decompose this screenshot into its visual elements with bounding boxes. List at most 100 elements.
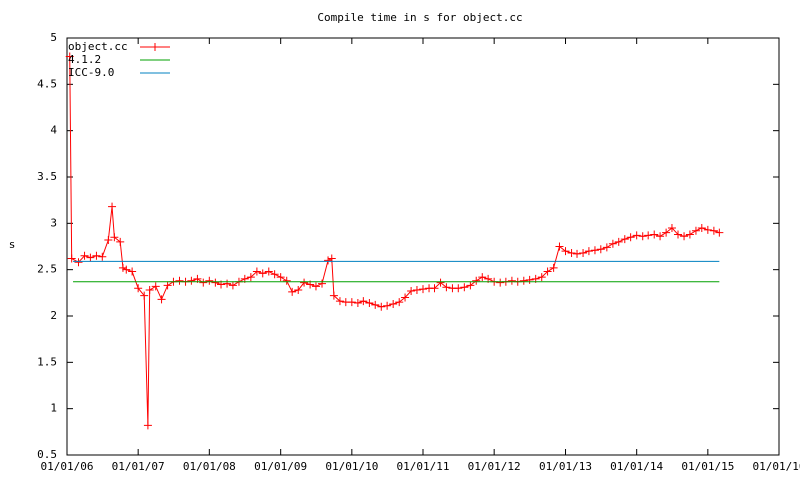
point-marker <box>638 232 647 241</box>
point-marker <box>134 284 143 293</box>
point-marker <box>140 291 149 300</box>
point-marker <box>674 230 683 239</box>
point-marker <box>329 291 338 300</box>
point-marker <box>549 263 558 272</box>
point-marker <box>395 298 404 307</box>
point-marker <box>644 231 653 240</box>
y-tick-label: 1 <box>50 402 57 415</box>
point-marker <box>584 247 593 256</box>
point-marker <box>662 228 671 237</box>
point-marker <box>98 252 107 261</box>
point-marker <box>608 239 617 248</box>
point-marker <box>436 278 445 287</box>
x-tick-label: 01/01/11 <box>397 460 450 473</box>
y-tick-label: 1.5 <box>37 355 57 368</box>
point-marker <box>555 242 564 251</box>
point-marker <box>211 278 220 287</box>
series-line <box>69 56 720 426</box>
point-marker <box>228 281 237 290</box>
point-marker <box>442 283 451 292</box>
point-marker <box>407 286 416 295</box>
point-marker <box>205 276 214 285</box>
point-marker <box>288 287 297 296</box>
point-marker <box>685 230 694 239</box>
point-marker <box>466 281 475 290</box>
point-marker <box>573 249 582 258</box>
point-marker <box>145 286 154 295</box>
point-marker <box>626 233 635 242</box>
point-marker <box>709 226 718 235</box>
point-marker <box>472 276 481 285</box>
point-marker <box>187 276 196 285</box>
point-marker <box>282 276 291 285</box>
point-marker <box>86 253 95 262</box>
y-tick-label: 4.5 <box>37 77 57 90</box>
y-tick-label: 2.5 <box>37 263 57 276</box>
point-marker <box>561 247 570 256</box>
point-marker <box>703 225 712 234</box>
point-marker <box>412 286 421 295</box>
x-tick-label: 01/01/14 <box>610 460 663 473</box>
point-marker <box>371 300 380 309</box>
plot-border <box>66 37 780 456</box>
point-marker <box>116 237 125 246</box>
y-tick-label: 0.5 <box>37 448 57 461</box>
point-marker <box>246 273 255 282</box>
point-marker <box>519 276 528 285</box>
y-tick-label: 3 <box>50 216 57 229</box>
point-marker <box>496 278 505 287</box>
point-marker <box>667 223 676 232</box>
legend-label: ICC-9.0 <box>68 66 114 79</box>
point-marker <box>614 237 623 246</box>
point-marker <box>118 263 127 272</box>
x-tick-label: 01/01/07 <box>112 460 165 473</box>
y-axis-label: s <box>9 238 16 251</box>
point-marker <box>567 248 576 257</box>
x-tick-label: 01/01/12 <box>468 460 521 473</box>
point-marker <box>80 251 89 260</box>
point-marker <box>419 285 427 294</box>
point-marker <box>223 279 232 288</box>
point-marker <box>65 52 74 61</box>
point-marker <box>454 284 463 293</box>
point-marker <box>143 421 152 430</box>
point-marker <box>680 232 689 241</box>
y-tick-label: 2 <box>50 309 57 322</box>
point-marker <box>324 256 333 265</box>
point-marker <box>401 293 410 302</box>
point-marker <box>620 235 629 244</box>
x-tick-label: 01/01/06 <box>41 460 94 473</box>
point-marker <box>389 299 398 308</box>
point-marker <box>353 299 362 308</box>
point-marker <box>650 230 659 239</box>
point-marker <box>270 270 279 279</box>
point-marker <box>157 295 166 304</box>
point-marker <box>460 283 469 292</box>
point-marker <box>108 202 117 211</box>
point-marker <box>252 267 261 276</box>
point-marker <box>543 267 552 276</box>
point-marker <box>128 267 137 276</box>
point-marker <box>525 275 534 284</box>
y-tick-label: 4 <box>50 124 57 137</box>
point-marker <box>632 231 641 240</box>
point-marker <box>579 248 588 257</box>
point-marker <box>74 258 83 267</box>
point-marker <box>430 284 439 293</box>
y-tick-label: 3.5 <box>37 170 57 183</box>
chart-title: Compile time in s for object.cc <box>317 11 522 24</box>
point-marker <box>92 251 101 260</box>
point-marker <box>383 301 392 310</box>
point-marker <box>359 297 368 306</box>
point-marker <box>318 279 327 288</box>
x-tick-label: 01/01/10 <box>325 460 378 473</box>
point-marker <box>697 223 706 232</box>
point-marker <box>110 233 119 242</box>
point-marker <box>311 282 320 291</box>
point-marker <box>377 302 386 311</box>
point-marker <box>596 245 605 254</box>
point-marker <box>175 276 184 285</box>
y-tick-label: 5 <box>50 31 57 44</box>
point-marker <box>104 236 113 245</box>
